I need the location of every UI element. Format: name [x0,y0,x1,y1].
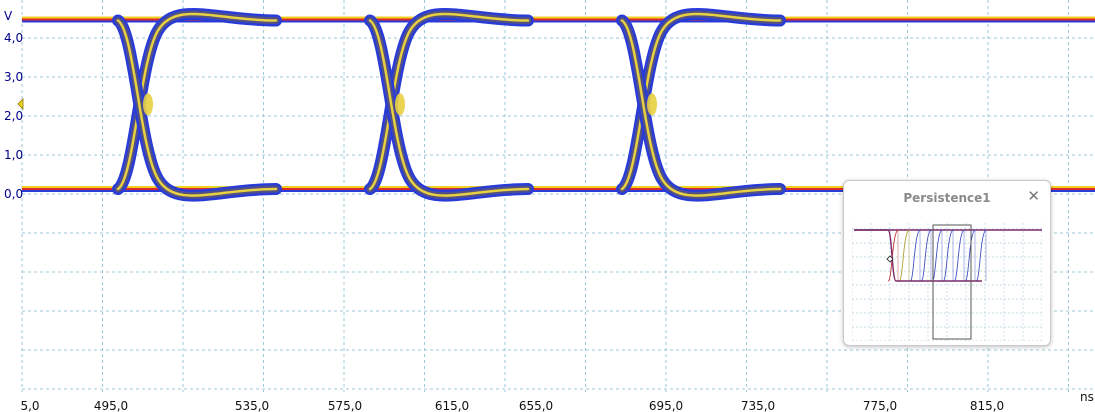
falling-edge-core [620,19,782,197]
y-axis-ticks: 4,0 3,0 2,0 1,0 0,0 [4,31,23,201]
thumb-edge [975,229,987,282]
thumb-edge [964,229,976,282]
thumb-edge [920,229,932,282]
close-icon[interactable]: ✕ [1027,187,1040,205]
thumb-edge [953,229,965,282]
thumb-trigger-marker-icon [886,255,894,263]
eye-crossing-point [143,93,153,116]
x-tick-label: 535,0 [235,399,269,412]
y-tick-label: 0,0 [4,187,23,201]
trigger-marker-icon[interactable] [17,98,24,110]
x-tick-label: 695,0 [649,399,683,412]
y-tick-label: 3,0 [4,70,23,84]
eye-traces [22,7,1095,202]
persistence-thumbnail [852,223,1042,341]
eye-crossing-point [395,93,405,116]
falling-edge-mid [366,17,532,200]
persistence-window[interactable]: Persistence1 ✕ [843,180,1051,346]
eye-crossing-point [647,93,657,116]
x-tick-label: 495,0 [94,399,128,412]
x-tick-label: 615,0 [435,399,469,412]
falling-edge-mid [114,17,280,200]
y-axis-unit: V [4,9,13,23]
x-tick-label: 655,0 [519,399,553,412]
x-tick-label: 5,0 [20,399,39,412]
x-axis-unit: ns [1080,390,1094,404]
falling-edge-core [116,19,278,197]
y-tick-label: 4,0 [4,31,23,45]
falling-edge-core [368,19,530,197]
thumb-falling-trace [854,229,982,282]
rising-edge-core [620,12,782,191]
x-tick-label: 735,0 [741,399,775,412]
x-tick-label: 815,0 [970,399,1004,412]
falling-edge-mid [618,17,784,200]
thumb-zoom-box [932,224,972,340]
x-axis-ticks: 5,0 495,0 535,0 575,0 615,0 655,0 695,0 735,0 77… [20,399,1004,412]
thumb-edge [898,229,910,282]
thumb-edge [909,229,921,282]
y-tick-label: 1,0 [4,148,23,162]
rising-edge-core [368,12,530,191]
y-tick-label: 2,0 [4,109,23,123]
persistence-window-title: Persistence1 [903,191,991,205]
thumb-edge [942,229,954,282]
x-tick-label: 575,0 [328,399,362,412]
rising-edge-core [116,12,278,191]
x-tick-label: 775,0 [863,399,897,412]
